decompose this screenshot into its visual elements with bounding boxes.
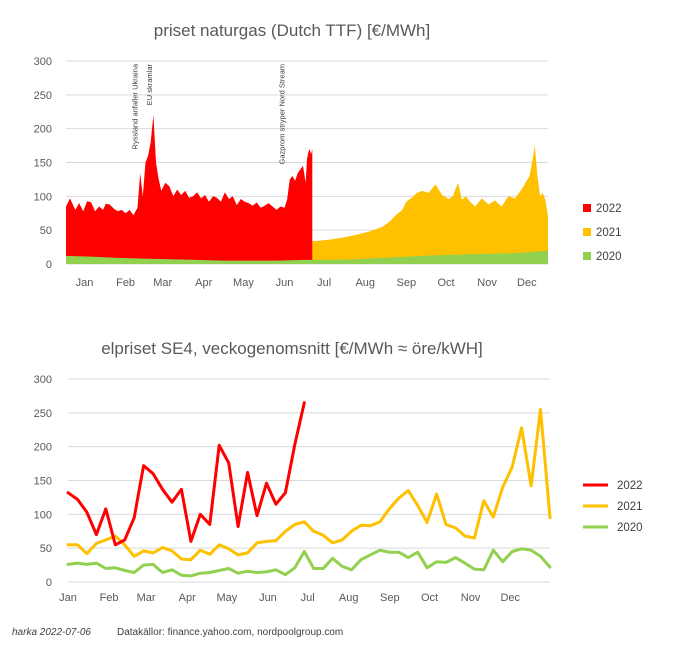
el-y-tick: 150 bbox=[34, 476, 52, 488]
gas-legend-label-2021: 2021 bbox=[596, 227, 622, 239]
gas-legend-swatch-2021 bbox=[583, 228, 591, 236]
gas-y-tick: 50 bbox=[40, 225, 52, 237]
electricity-price-chart: elpriset SE4, veckogenomsnitt [€/MWh ≈ ö… bbox=[34, 339, 643, 604]
gas-legend-label-2022: 2022 bbox=[596, 203, 622, 215]
gas-x-tick: Apr bbox=[195, 277, 212, 289]
el-x-tick: Jul bbox=[301, 592, 315, 604]
el-x-tick: Apr bbox=[179, 592, 196, 604]
gas-area-2020 bbox=[66, 251, 548, 264]
gas-x-tick: May bbox=[233, 277, 254, 289]
el-legend-label-2020: 2020 bbox=[617, 522, 643, 534]
gas-price-chart: priset naturgas (Dutch TTF) [€/MWh] 0 50 1… bbox=[34, 21, 622, 289]
el-x-tick: Aug bbox=[339, 592, 359, 604]
footer-author: harka 2022-07-06 bbox=[12, 627, 91, 638]
el-line-2022 bbox=[66, 401, 306, 547]
el-y-tick: 0 bbox=[46, 577, 52, 589]
el-y-tick: 300 bbox=[34, 374, 52, 386]
gas-x-tick: Dec bbox=[517, 277, 537, 289]
el-legend-label-2022: 2022 bbox=[617, 480, 643, 492]
electricity-chart-title: elpriset SE4, veckogenomsnitt [€/MWh ≈ ö… bbox=[101, 339, 483, 358]
gas-x-tick: Mar bbox=[153, 277, 172, 289]
gas-x-tick: Jan bbox=[76, 277, 94, 289]
el-y-tick: 250 bbox=[34, 408, 52, 420]
el-y-tick: 200 bbox=[34, 442, 52, 454]
gas-y-tick: 150 bbox=[34, 158, 52, 170]
gas-area-2021 bbox=[66, 145, 548, 264]
el-x-tick: Feb bbox=[100, 592, 119, 604]
gas-y-tick: 0 bbox=[46, 259, 52, 271]
el-legend-label-2021: 2021 bbox=[617, 501, 643, 513]
el-x-tick: Jun bbox=[259, 592, 277, 604]
el-x-tick: Oct bbox=[421, 592, 438, 604]
gas-legend-swatch-2022 bbox=[583, 204, 591, 212]
gas-legend-swatch-2020 bbox=[583, 252, 591, 260]
el-y-tick: 100 bbox=[34, 509, 52, 521]
gas-x-tick: Jul bbox=[317, 277, 331, 289]
gas-x-tick: Aug bbox=[355, 277, 375, 289]
el-x-tick: May bbox=[217, 592, 238, 604]
el-y-tick: 50 bbox=[40, 543, 52, 555]
el-line-2020 bbox=[66, 547, 552, 578]
gas-x-tick: Jun bbox=[276, 277, 294, 289]
gas-x-tick: Feb bbox=[116, 277, 135, 289]
gas-x-tick: Oct bbox=[437, 277, 454, 289]
gas-y-tick: 200 bbox=[34, 124, 52, 136]
gas-annotation: Gazprom stryper Nord Stream bbox=[277, 64, 286, 164]
gas-area-2022 bbox=[66, 115, 313, 264]
el-x-tick: Mar bbox=[137, 592, 156, 604]
gas-y-tick: 250 bbox=[34, 90, 52, 102]
gas-x-tick: Sep bbox=[397, 277, 417, 289]
gas-x-tick: Nov bbox=[477, 277, 497, 289]
gas-legend-label-2020: 2020 bbox=[596, 251, 622, 263]
gas-annotation: Ryssland anfaller Ukraina bbox=[131, 63, 140, 149]
el-x-tick: Dec bbox=[500, 592, 520, 604]
el-x-tick: Sep bbox=[380, 592, 400, 604]
el-x-tick: Nov bbox=[461, 592, 481, 604]
el-x-tick: Jan bbox=[59, 592, 77, 604]
gas-y-tick: 300 bbox=[34, 56, 52, 68]
el-line-2021 bbox=[66, 408, 552, 562]
footer-sources: Datakällor: finance.yahoo.com, nordpoolg… bbox=[117, 627, 343, 638]
gas-y-tick: 100 bbox=[34, 191, 52, 203]
gas-annotation: EU skramlar bbox=[145, 64, 154, 106]
gas-chart-title: priset naturgas (Dutch TTF) [€/MWh] bbox=[154, 21, 430, 40]
